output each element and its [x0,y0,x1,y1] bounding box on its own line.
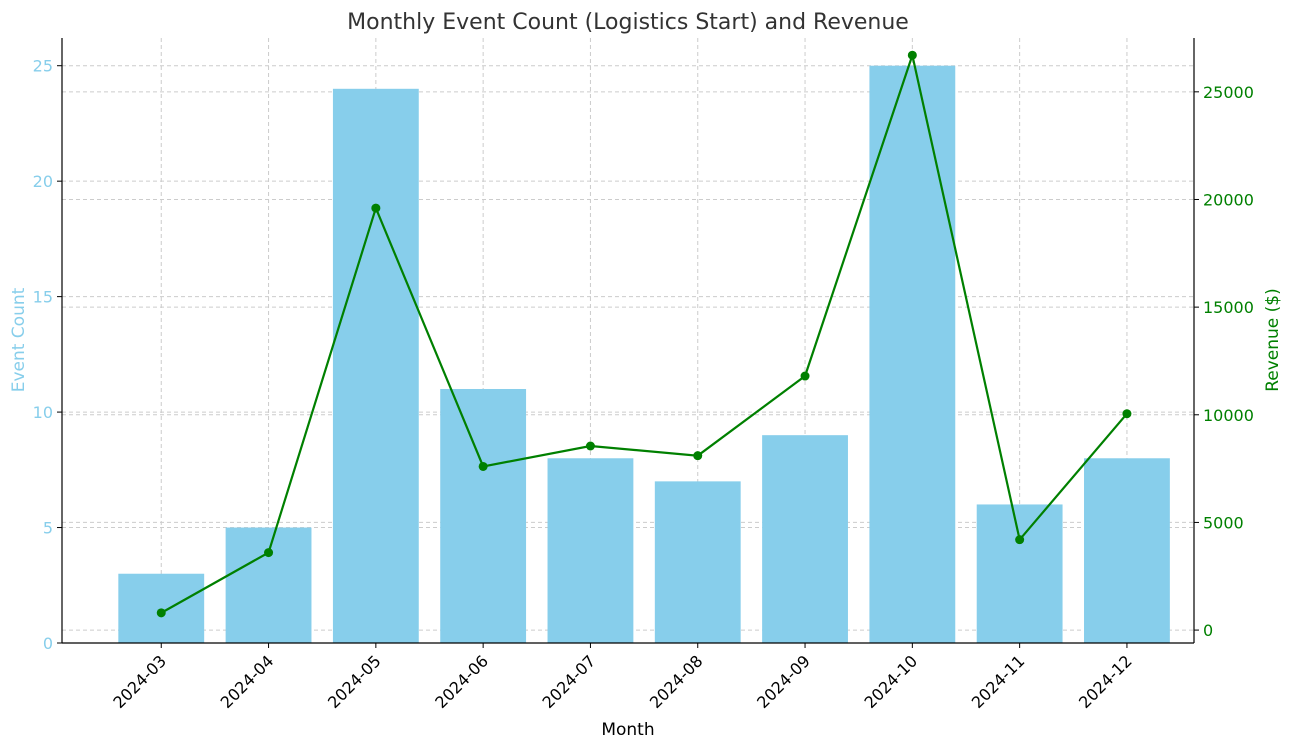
right-y-axis: 0 5000 10000 15000 20000 25000 [1194,83,1254,640]
event-count-bar [225,527,312,643]
revenue-line [156,50,1132,618]
revenue-line-path [160,51,1128,614]
right-y-tick-label: 15000 [1203,298,1254,317]
event-count-bar [976,504,1063,643]
revenue-point [156,608,166,618]
x-tick-label: 2024-05 [324,651,385,712]
x-axis: 2024-03 2024-04 2024-05 2024-06 2024-07 2024-… [109,643,1136,712]
x-tick-label: 2024-06 [431,651,492,712]
revenue-point [478,461,488,471]
event-count-bar [762,435,848,643]
x-tick-label: 2024-03 [109,651,170,712]
right-y-tick-label: 20000 [1203,190,1254,209]
left-y-tick-label: 20 [33,172,53,191]
event-count-bar [332,88,419,644]
bars [118,65,1170,644]
right-y-tick-label: 10000 [1203,406,1254,425]
right-y-tick-label: 0 [1203,621,1213,640]
event-count-bar [547,458,634,643]
x-tick-label: 2024-12 [1075,651,1136,712]
revenue-point [1122,409,1132,419]
x-tick-label: 2024-08 [646,651,707,712]
event-count-bar [440,388,527,643]
revenue-point [1015,535,1025,545]
revenue-point [264,548,274,558]
chart-title: Monthly Event Count (Logistics Start) an… [347,10,909,35]
left-y-tick-label: 5 [43,519,53,538]
left-y-axis-label: Event Count [9,287,29,392]
left-y-tick-label: 0 [43,634,53,653]
x-tick-label: 2024-04 [217,651,278,712]
x-tick-label: 2024-11 [968,651,1029,712]
x-tick-label: 2024-09 [753,651,814,712]
revenue-point [907,50,917,60]
left-y-tick-label: 25 [33,57,53,76]
left-y-axis: 0 5 10 15 20 25 [33,57,62,653]
event-count-bar [654,481,741,643]
axes-spines [61,38,1195,644]
x-axis-label: Month [601,720,654,740]
revenue-point [693,451,703,461]
x-tick-label: 2024-07 [539,651,600,712]
x-tick-label: 2024-10 [860,651,921,712]
right-y-tick-label: 5000 [1203,513,1244,532]
left-y-tick-label: 15 [33,288,53,307]
right-y-axis-label: Revenue ($) [1263,288,1283,392]
right-y-tick-label: 25000 [1203,83,1254,102]
event-count-bar [869,65,956,644]
revenue-point [371,203,381,213]
left-y-tick-label: 10 [33,403,53,422]
revenue-point [585,441,595,451]
revenue-point [800,371,810,381]
event-count-bar [1084,458,1170,643]
